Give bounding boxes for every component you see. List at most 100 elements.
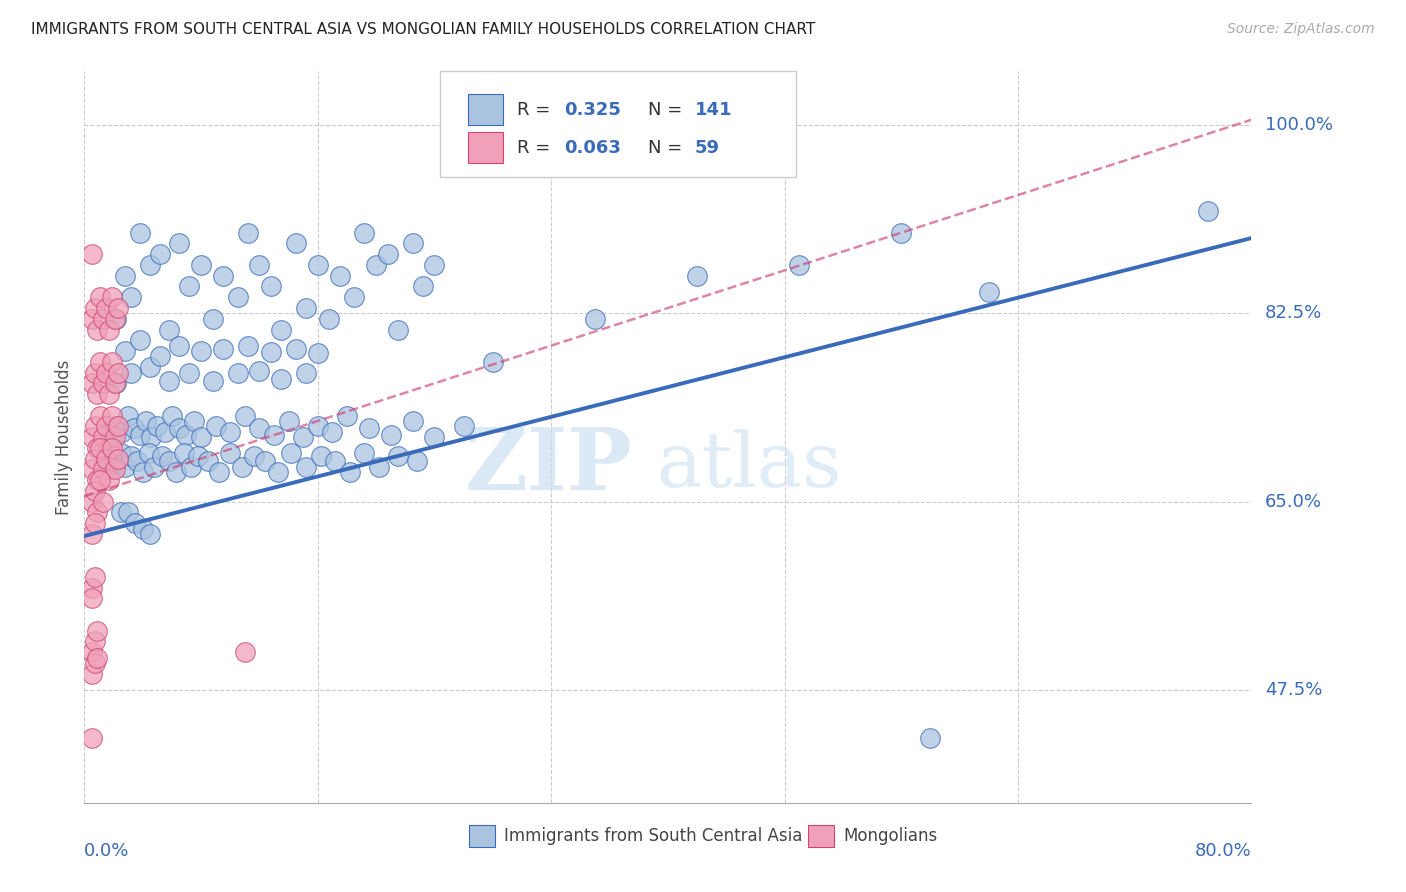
Point xyxy=(423,258,446,272)
Point xyxy=(83,634,105,648)
Point xyxy=(120,290,142,304)
Text: ZIP: ZIP xyxy=(465,425,633,508)
Point xyxy=(80,462,103,476)
Point xyxy=(977,285,1000,299)
Point xyxy=(212,268,235,283)
Text: R =: R = xyxy=(517,139,557,157)
Point xyxy=(80,645,103,659)
Text: Immigrants from South Central Asia: Immigrants from South Central Asia xyxy=(505,827,803,845)
Point xyxy=(482,355,505,369)
Point xyxy=(249,258,271,272)
Text: 47.5%: 47.5% xyxy=(1265,681,1323,698)
Point xyxy=(124,516,146,530)
Point xyxy=(920,731,942,746)
Point xyxy=(83,483,105,498)
Point xyxy=(318,311,340,326)
Point xyxy=(91,376,114,391)
Point xyxy=(401,414,423,428)
Point xyxy=(179,366,201,380)
Point xyxy=(86,322,108,336)
Text: Source: ZipAtlas.com: Source: ZipAtlas.com xyxy=(1227,22,1375,37)
Point xyxy=(254,454,277,468)
Point xyxy=(157,374,180,388)
Point xyxy=(387,450,409,464)
Point xyxy=(277,414,299,428)
Point xyxy=(890,226,912,240)
Point xyxy=(117,409,139,423)
Point xyxy=(307,258,329,272)
Point xyxy=(204,419,226,434)
Point xyxy=(138,446,160,460)
Point xyxy=(105,311,128,326)
Point xyxy=(107,301,129,315)
Point xyxy=(295,301,318,315)
Point xyxy=(91,311,114,326)
Point xyxy=(80,376,103,391)
Point xyxy=(89,473,111,487)
Point xyxy=(309,450,332,464)
Text: atlas: atlas xyxy=(657,429,842,503)
Point xyxy=(583,311,606,326)
Point xyxy=(86,624,108,638)
Text: N =: N = xyxy=(648,139,688,157)
Point xyxy=(190,258,212,272)
Point xyxy=(101,355,124,369)
Point xyxy=(160,409,183,423)
Point xyxy=(101,290,124,304)
Point xyxy=(135,414,157,428)
Point xyxy=(96,419,118,434)
Point xyxy=(80,666,103,681)
Point xyxy=(120,450,142,464)
Point xyxy=(114,344,136,359)
Point xyxy=(233,645,256,659)
Point xyxy=(141,430,163,444)
Point xyxy=(157,454,180,468)
Point xyxy=(179,279,201,293)
Point xyxy=(83,301,105,315)
Point xyxy=(86,441,108,455)
Point xyxy=(787,258,810,272)
Point xyxy=(86,650,108,665)
Bar xyxy=(470,825,495,847)
Text: 0.325: 0.325 xyxy=(564,101,621,120)
Point xyxy=(412,279,434,293)
Point xyxy=(353,446,375,460)
Text: 59: 59 xyxy=(695,139,720,157)
Point xyxy=(307,346,329,360)
Point xyxy=(143,460,166,475)
Point xyxy=(263,428,285,442)
Point xyxy=(260,279,283,293)
Point xyxy=(104,430,127,444)
Point xyxy=(197,454,219,468)
Point xyxy=(270,322,292,336)
Point xyxy=(107,419,129,434)
Point xyxy=(104,311,127,326)
Point xyxy=(236,226,259,240)
Text: N =: N = xyxy=(648,101,688,120)
Point xyxy=(114,460,136,475)
Point xyxy=(122,421,145,435)
Text: IMMIGRANTS FROM SOUTH CENTRAL ASIA VS MONGOLIAN FAMILY HOUSEHOLDS CORRELATION CH: IMMIGRANTS FROM SOUTH CENTRAL ASIA VS MO… xyxy=(31,22,815,37)
Point xyxy=(83,419,105,434)
Point xyxy=(96,366,118,380)
Text: 65.0%: 65.0% xyxy=(1265,492,1322,510)
Point xyxy=(149,350,172,364)
Point xyxy=(270,372,292,386)
Point xyxy=(107,366,129,380)
Point xyxy=(80,247,103,261)
Text: 0.063: 0.063 xyxy=(564,139,621,157)
Point xyxy=(80,527,103,541)
Point xyxy=(150,450,173,464)
Text: Mongolians: Mongolians xyxy=(844,827,938,845)
Point xyxy=(233,409,256,423)
Point xyxy=(89,409,111,423)
Point xyxy=(91,462,114,476)
Point xyxy=(128,428,150,442)
Point xyxy=(86,387,108,401)
Point xyxy=(100,430,122,444)
Point xyxy=(423,430,446,444)
Point xyxy=(1197,204,1219,219)
Point xyxy=(139,360,162,375)
Point xyxy=(125,454,148,468)
Point xyxy=(307,419,329,434)
